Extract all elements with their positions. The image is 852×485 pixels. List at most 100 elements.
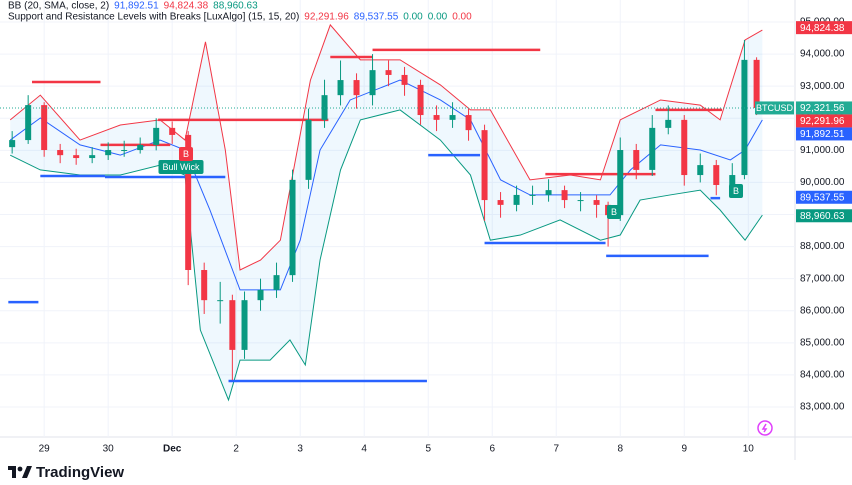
- candle-body: [185, 134, 192, 271]
- y-tick-label: 87,000.00: [800, 273, 845, 284]
- candle-body: [241, 300, 248, 350]
- x-tick-label: 10: [743, 444, 755, 455]
- candle-body: [153, 127, 160, 145]
- candle-body: [25, 105, 32, 141]
- candle-body: [369, 70, 376, 96]
- icon-ring: [757, 420, 773, 436]
- signal-text: Bull Wick: [162, 162, 200, 172]
- x-tick-label: 3: [297, 444, 303, 455]
- candle-body: [229, 300, 236, 350]
- candle-body: [577, 200, 584, 202]
- signal-label: [728, 184, 744, 198]
- candle-body: [665, 119, 672, 128]
- icon-bolt: [761, 423, 768, 433]
- signal-label: [606, 205, 622, 219]
- price-tag-text: 92,291.96: [800, 116, 845, 127]
- candle-body: [529, 194, 536, 196]
- y-tick-label: 88,000.00: [800, 241, 845, 252]
- candle-body: [89, 155, 96, 159]
- x-tick-label: 5: [425, 444, 431, 455]
- signal-label: [178, 147, 194, 161]
- price-tag: [796, 127, 852, 141]
- drawing-icon: [757, 420, 773, 436]
- plot: Bull Wick B B B: [0, 23, 795, 402]
- candle-body: [697, 165, 704, 176]
- indicator-name: BB (20, SMA, close, 2): [8, 1, 109, 12]
- candle-body: [741, 59, 748, 176]
- y-tick-label: 94,000.00: [800, 49, 845, 60]
- candle-body: [137, 144, 144, 151]
- indicator-name: Support and Resistance Levels with Break…: [8, 12, 299, 23]
- price-tag: [796, 209, 852, 223]
- band-line: [9, 79, 763, 291]
- symbol-tag-text: BTCUSD: [756, 103, 794, 113]
- candle-body: [401, 74, 408, 85]
- candle-body: [649, 127, 656, 170]
- y-tick-label: 93,000.00: [800, 81, 845, 92]
- x-tick-label: 4: [361, 444, 367, 455]
- candle-body: [121, 150, 128, 152]
- candle-body: [337, 80, 344, 96]
- price-tag: [796, 21, 852, 35]
- indicator-value: 0.00: [403, 12, 423, 23]
- candle-body: [217, 300, 224, 302]
- candle-body: [41, 105, 48, 151]
- x-tick-label: 6: [489, 444, 495, 455]
- candle-body: [617, 150, 624, 216]
- candle-body: [681, 119, 688, 176]
- candle-body: [9, 140, 16, 148]
- x-tick-label: 30: [103, 444, 115, 455]
- candle-body: [593, 200, 600, 205]
- signal-text: B: [183, 149, 189, 159]
- candle-body: [561, 190, 568, 201]
- x-tick-label: 29: [39, 444, 51, 455]
- price-tag: [796, 190, 852, 204]
- y-tick-label: 90,000.00: [800, 177, 845, 188]
- indicator-value: 88,960.63: [213, 1, 258, 12]
- y-tick-label: 83,000.00: [800, 402, 845, 413]
- price-tag-text: 89,537.55: [800, 192, 845, 203]
- candle-body: [713, 165, 720, 185]
- candle-body: [385, 70, 392, 75]
- candle-body: [353, 80, 360, 96]
- candle-body: [305, 119, 312, 180]
- indicator-value: 89,537.55: [354, 12, 399, 23]
- candle-body: [57, 150, 64, 156]
- x-tick-label: 2: [233, 444, 239, 455]
- price-tag-text: 92,321.56: [800, 103, 845, 114]
- y-tick-label: 86,000.00: [800, 305, 845, 316]
- candle-body: [73, 155, 80, 159]
- indicator-value: 91,892.51: [114, 1, 159, 12]
- axes: 83,000.00 84,000.00 85,000.00 86,000.00 87,0…: [39, 17, 852, 455]
- logo-mark: [8, 466, 16, 478]
- brand-logo: [8, 466, 32, 478]
- candle-body: [201, 270, 208, 301]
- candle-body: [169, 127, 176, 135]
- y-tick-label: 84,000.00: [800, 370, 845, 381]
- x-tick-label: 7: [553, 444, 559, 455]
- logo-dot: [17, 466, 23, 472]
- brand-name: TradingView: [36, 464, 124, 481]
- indicator-value: 92,291.96: [304, 12, 349, 23]
- y-tick-label: 91,000.00: [800, 145, 845, 156]
- indicator-value: 0.00: [428, 12, 448, 23]
- candle-body: [449, 115, 456, 120]
- candle-body: [433, 115, 440, 120]
- candle-body: [481, 130, 488, 201]
- price-tag-text: 88,960.63: [800, 211, 845, 222]
- indicator-value: 94,824.38: [164, 1, 209, 12]
- indicator-value: 0.00: [452, 12, 472, 23]
- price-tag: [796, 114, 852, 128]
- candle-body: [273, 275, 280, 290]
- x-tick-label: 9: [681, 444, 687, 455]
- signal-label: [158, 160, 204, 174]
- y-tick-label: 85,000.00: [800, 337, 845, 348]
- candle-body: [729, 175, 736, 185]
- candle-body: [633, 150, 640, 170]
- x-tick-label: 8: [617, 444, 623, 455]
- candle-body: [545, 190, 552, 195]
- candle-body: [497, 200, 504, 205]
- price-tag: [796, 101, 852, 115]
- price-tag-text: 94,824.38: [800, 23, 845, 34]
